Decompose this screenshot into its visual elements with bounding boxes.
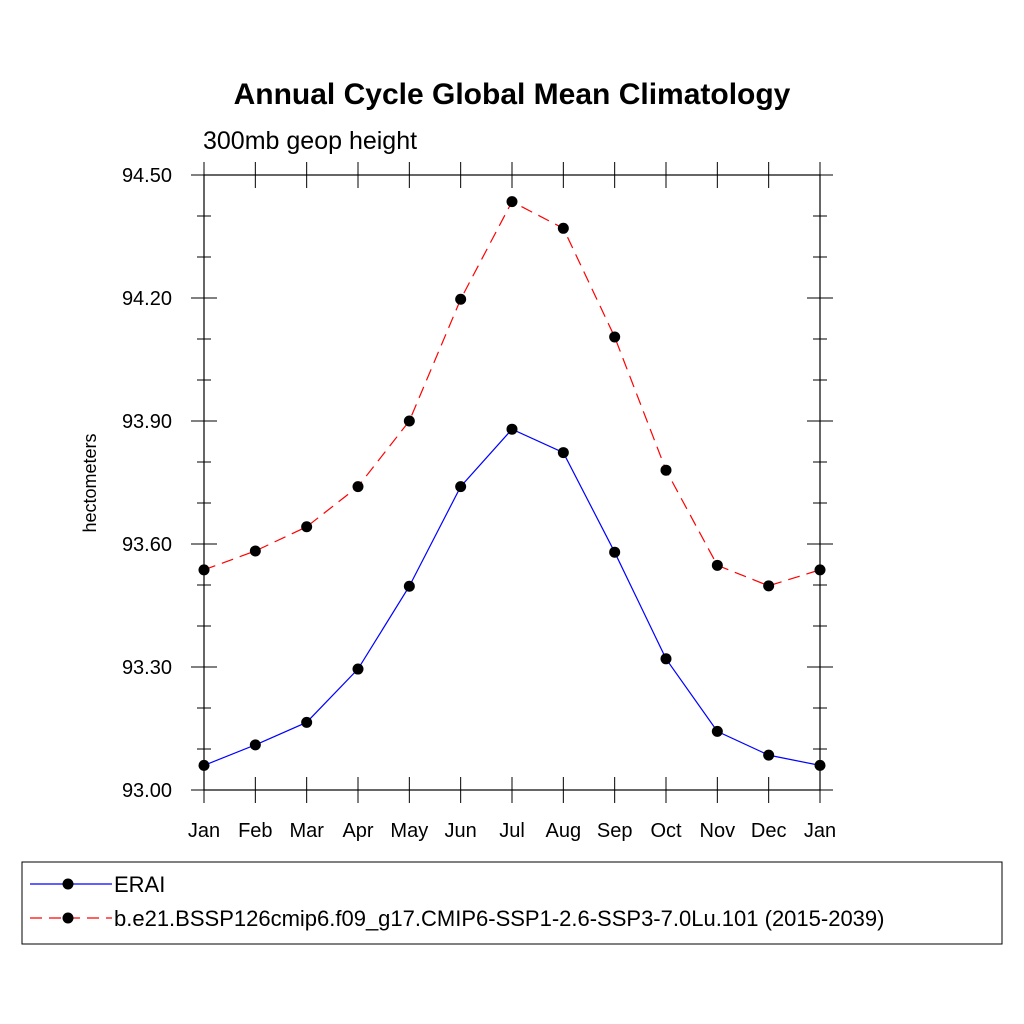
series-0-point: [249, 739, 261, 751]
series-1-point: [763, 580, 775, 592]
x-tick-label: Apr: [342, 820, 373, 842]
x-tick-label: Jan: [188, 820, 220, 842]
y-tick-label: 93.60: [122, 534, 172, 556]
chart-subtitle: 300mb geop height: [203, 127, 417, 155]
series-1-point: [455, 293, 467, 305]
y-tick-label: 93.90: [122, 411, 172, 433]
series-1-point: [403, 415, 415, 427]
y-tick-label: 94.20: [122, 288, 172, 310]
series-layer: [198, 196, 826, 771]
series-0-point: [609, 546, 621, 558]
series-1-point: [660, 464, 672, 476]
y-tick-label: 93.00: [122, 780, 172, 802]
y-tick-label: 94.50: [122, 165, 172, 187]
legend-label-1: b.e21.BSSP126cmip6.f09_g17.CMIP6-SSP1-2.…: [114, 906, 884, 931]
series-0-point: [557, 447, 569, 459]
series-0-point: [352, 663, 364, 675]
series-0-point: [455, 481, 467, 493]
series-0-point: [403, 580, 415, 592]
plot-axes: Jan Feb Mar Apr May Jun Jul Aug Sep Oct Nov Dec Jan 9…: [122, 162, 836, 842]
series-0-point: [301, 716, 313, 728]
legend-marker-0: [62, 878, 74, 890]
series-0-point: [660, 653, 672, 665]
legend-label-0: ERAI: [114, 872, 165, 897]
x-tick-label: Jul: [499, 820, 525, 842]
x-tick-label: Jun: [445, 820, 477, 842]
x-tick-label: Jan: [804, 820, 836, 842]
series-1-point: [249, 545, 261, 557]
series-0-point: [763, 749, 775, 761]
plot-frame: [203, 174, 821, 791]
x-tick-label: Oct: [650, 820, 682, 842]
series-1-point: [557, 222, 569, 234]
chart-title: Annual Cycle Global Mean Climatology: [234, 78, 791, 111]
series-0-point: [814, 759, 826, 771]
series-1-point: [609, 331, 621, 343]
series-1-point: [506, 196, 518, 208]
legend-box: [21, 861, 1003, 945]
x-tick-label: May: [390, 820, 428, 842]
series-line-0: [203, 428, 821, 766]
legend-marker-1: [62, 912, 74, 924]
series-1-point: [198, 564, 210, 576]
series-1-point: [301, 521, 313, 533]
y-tick-label: 93.30: [122, 657, 172, 679]
x-tick-label: Dec: [751, 820, 787, 842]
legend: ERAI b.e21.BSSP126cmip6.f09_g17.CMIP6-SSP…: [21, 861, 1003, 945]
series-0-point: [198, 759, 210, 771]
series-0-point: [506, 423, 518, 435]
series-0-point: [711, 725, 723, 737]
y-axis-label: hectometers: [80, 433, 100, 532]
x-tick-label: Mar: [289, 820, 324, 842]
x-tick-label: Aug: [546, 820, 582, 842]
series-1-point: [352, 481, 364, 493]
series-1-point: [711, 559, 723, 571]
x-tick-label: Nov: [700, 820, 736, 842]
x-tick-label: Sep: [597, 820, 633, 842]
series-line-1: [203, 200, 821, 587]
series-1-point: [814, 564, 826, 576]
x-tick-label: Feb: [238, 820, 272, 842]
